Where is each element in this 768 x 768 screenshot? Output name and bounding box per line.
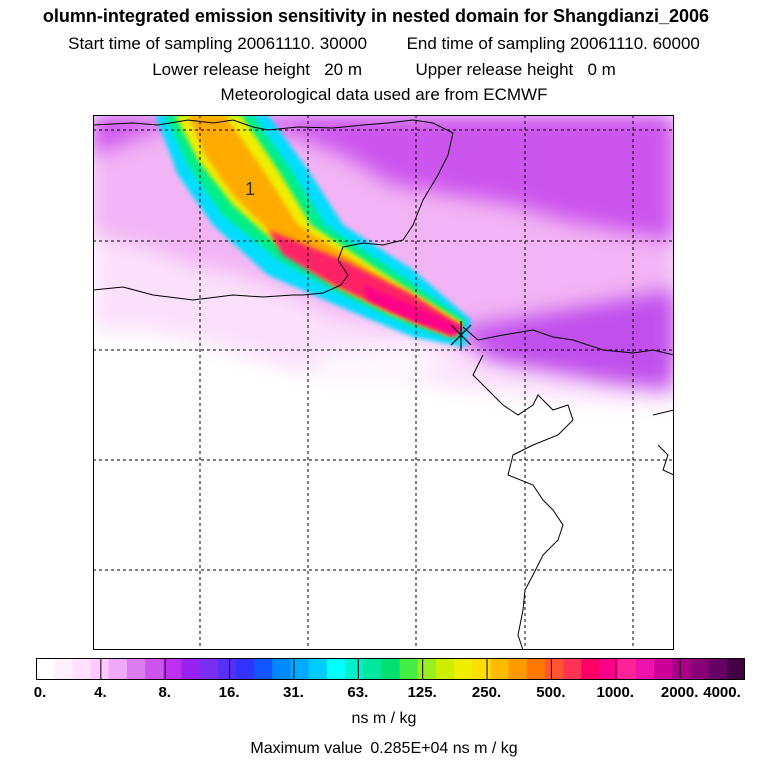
field-east-band bbox=[453, 290, 674, 390]
colorbar-swatch bbox=[708, 658, 728, 680]
map-title: olumn-integrated emission sensitivity in… bbox=[42, 6, 710, 26]
colorbar-swatch bbox=[672, 658, 691, 680]
map-panel: 1 bbox=[93, 115, 674, 650]
colorbar-swatch bbox=[272, 658, 292, 680]
met-data-source: Meteorological data used are from ECMWF bbox=[220, 85, 548, 104]
colorbar-tick-label: 0. bbox=[33, 684, 47, 701]
colorbar-tick-label: 31. bbox=[283, 684, 304, 701]
colorbar-swatch bbox=[254, 658, 273, 680]
max-label: Maximum value bbox=[250, 740, 363, 757]
colorbar-swatch bbox=[217, 658, 237, 680]
colorbar-tick-label: 250. bbox=[471, 684, 502, 701]
colorbar-swatch bbox=[599, 658, 619, 680]
colorbar-swatch bbox=[581, 658, 601, 680]
colorbar-swatch bbox=[90, 658, 110, 680]
coastlines bbox=[93, 119, 674, 650]
start-time-label: Start time of sampling bbox=[68, 34, 233, 53]
colorbar-units: ns m / kg bbox=[351, 710, 417, 727]
max-units: ns m / kg bbox=[452, 740, 518, 757]
colorbar-swatch bbox=[617, 658, 637, 680]
colorbar-swatch bbox=[326, 658, 346, 680]
lower-height-value: 20 m bbox=[324, 60, 362, 79]
colorbar-swatches bbox=[36, 658, 746, 680]
colorbar-swatch bbox=[381, 658, 401, 680]
colorbar-swatch bbox=[72, 658, 92, 680]
colorbar-swatch bbox=[417, 658, 437, 680]
colorbar-swatch bbox=[145, 658, 164, 680]
upper-height-value: 0 m bbox=[587, 60, 616, 79]
colorbar-swatch bbox=[690, 658, 710, 680]
maximum-value: Maximum value 0.285E+04 ns m / kg bbox=[0, 740, 768, 758]
colorbar-border bbox=[36, 658, 745, 680]
lower-height-label: Lower release height bbox=[152, 60, 311, 79]
plume-label: 1 bbox=[245, 179, 255, 199]
colorbar-swatch bbox=[36, 658, 55, 680]
colorbar-swatch bbox=[54, 658, 73, 680]
colorbar-swatch bbox=[363, 658, 382, 680]
colorbar-swatch bbox=[508, 658, 528, 680]
colorbar-tick-label: 125. bbox=[407, 684, 437, 701]
lat-lon-grid bbox=[93, 115, 674, 650]
upper-height-label: Upper release height bbox=[415, 60, 574, 79]
colorbar-swatch bbox=[235, 658, 255, 680]
max-number: 0.285E+04 bbox=[370, 740, 449, 757]
sampling-times: Start time of sampling 20061110. 30000 E… bbox=[0, 34, 768, 54]
plume-core bbox=[363, 285, 463, 335]
colorbar-swatch bbox=[490, 658, 510, 680]
colorbar-swatch bbox=[472, 658, 491, 680]
colorbar-swatch bbox=[108, 658, 128, 680]
colorbar-tick-label: 4000. bbox=[703, 684, 741, 701]
colorbar-swatch bbox=[290, 658, 310, 680]
colorbar-swatch bbox=[563, 658, 582, 680]
end-time-label: End time of sampling bbox=[406, 34, 566, 53]
start-time-value: 20061110. 30000 bbox=[237, 34, 368, 53]
sensitivity-map: 1 bbox=[93, 115, 674, 650]
receptor-marker bbox=[450, 321, 472, 349]
colorbar-tick-label: 8. bbox=[158, 684, 171, 701]
colorbar-swatch bbox=[526, 658, 546, 680]
field-high-contour bbox=[93, 115, 674, 240]
colorbar-tick-label: 63. bbox=[347, 684, 369, 701]
colorbar-swatch bbox=[126, 658, 146, 680]
colorbar-swatch bbox=[399, 658, 419, 680]
colorbar-swatch bbox=[454, 658, 473, 680]
colorbar-swatch bbox=[435, 658, 455, 680]
colorbar-tick-label: 16. bbox=[218, 684, 240, 701]
plume-orange bbox=[188, 115, 461, 335]
colorbar-tick-label: 2000. bbox=[660, 684, 699, 701]
colorbar-swatch bbox=[345, 658, 364, 680]
release-heights: Lower release height 20 m Upper release … bbox=[0, 60, 768, 80]
colorbar-swatch bbox=[654, 658, 673, 680]
colorbar-swatch bbox=[163, 658, 182, 680]
field-clear-area bbox=[313, 345, 453, 385]
colorbar-swatch bbox=[545, 658, 564, 680]
colorbar-swatch bbox=[181, 658, 201, 680]
map-frame bbox=[93, 115, 674, 650]
colorbar-tick-label: 500. bbox=[536, 684, 566, 701]
colorbar-swatch bbox=[635, 658, 655, 680]
colorbar-tick-label: 4. bbox=[94, 684, 107, 701]
colorbar bbox=[36, 658, 746, 680]
plume bbox=[155, 115, 471, 347]
colorbar-swatch bbox=[726, 658, 746, 680]
colorbar-tick-label: 1000. bbox=[596, 684, 635, 701]
end-time-value: 20061110. 60000 bbox=[570, 34, 700, 53]
colorbar-swatch bbox=[308, 658, 328, 680]
colorbar-swatch bbox=[199, 658, 219, 680]
